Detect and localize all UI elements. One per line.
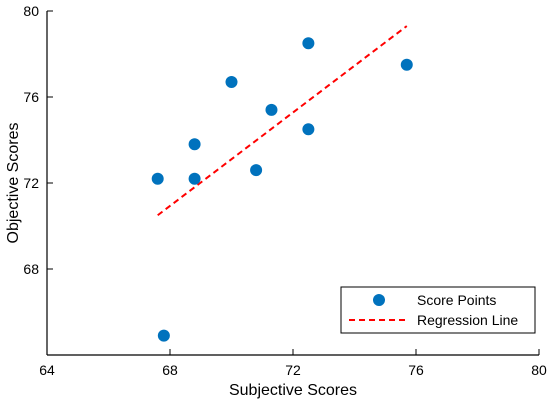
regression-line [157,25,408,217]
data-layer [151,25,413,342]
score-point [265,103,278,116]
score-point [157,329,170,342]
score-point [225,75,238,88]
legend-box [340,286,536,334]
axes-layer: 64 68 72 76 80 68 72 76 80 Subjective Scores Objec… [5,3,547,399]
x-axis-title: Subjective Scores [229,382,357,399]
y-tick-label: 68 [23,261,39,277]
legend-label: Score Points [417,292,496,308]
y-tick-label: 76 [23,89,39,105]
x-tick-label: 76 [408,362,424,378]
score-point [302,37,315,50]
legend-label: Regression Line [417,312,518,328]
y-axis-title: Objective Scores [5,123,22,244]
y-tick-label: 72 [23,175,39,191]
legend: Score Points Regression Line [340,286,536,334]
y-tick-label: 80 [23,3,39,19]
score-point [302,123,315,136]
score-point [400,58,413,71]
score-point [250,164,263,177]
score-point [188,138,201,151]
score-point [188,172,201,185]
x-tick-label: 72 [285,362,301,378]
score-point [151,172,164,185]
x-tick-label: 80 [531,362,547,378]
x-tick-label: 64 [39,362,55,378]
x-tick-label: 68 [162,362,178,378]
legend-symbol-score-points [373,294,385,306]
